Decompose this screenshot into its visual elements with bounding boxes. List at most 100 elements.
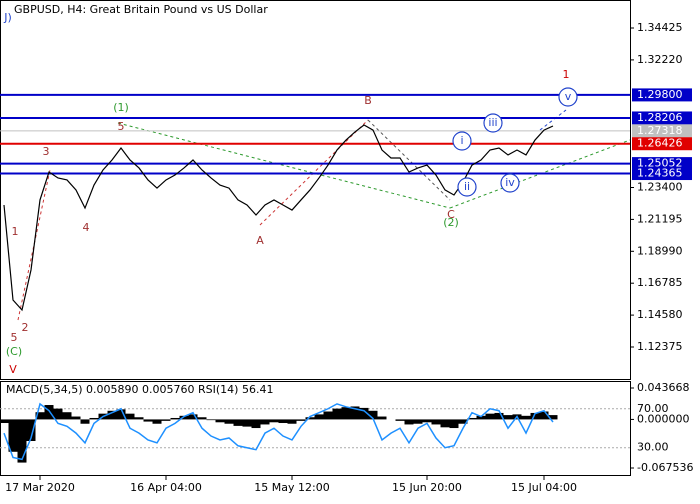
trend-line [17,169,51,321]
macd-bar [350,406,360,420]
y-tick-label: 1.21195 [637,212,683,225]
macd-bar [224,419,234,424]
macd-bar [242,419,252,427]
macd-bar [17,419,27,463]
macd-bar [449,419,459,429]
macd-bar [341,407,351,420]
macd-bar [278,419,288,424]
macd-bar [251,419,261,429]
macd-bar [161,419,171,421]
wave-circle [558,87,578,107]
macd-bar [323,411,333,420]
macd-bar [233,419,243,426]
chart-title: GBPUSD, H4: Great Britain Pound vs US Do… [14,3,268,16]
wave-label: (2) [443,216,459,229]
macd-bar [305,417,315,420]
x-tick-label: 16 Apr 04:00 [130,481,202,494]
macd-bar [539,411,549,420]
indicator-frame [0,381,631,476]
wave-label: v [565,90,572,103]
macd-bar [206,419,216,421]
wave-label: J) [3,11,12,24]
macd-bar [26,419,36,441]
macd-bar [485,413,495,420]
wave-label: 1 [563,68,570,81]
rsi-tick-label: 70.00 [637,402,669,415]
y-tick-label: 1.34425 [637,21,683,34]
macd-bar [107,410,117,420]
macd-bar [332,408,342,420]
level-label: 1.29800 [637,88,683,101]
macd-bar [152,419,162,424]
macd-bar [368,410,378,420]
macd-bar [170,417,180,420]
wave-label: i [460,134,463,147]
macd-bar [143,419,153,422]
macd-bar [521,415,531,420]
x-tick-label: 15 Jul 04:00 [511,481,577,494]
wave-circle [500,173,520,193]
level-label-box [632,124,692,138]
macd-bar [440,419,450,428]
macd-tick-label: 0.043668 [637,381,690,394]
macd-bar [467,417,477,420]
wave-label: A [256,234,264,247]
macd-bar [503,415,513,420]
macd-bar [80,419,90,424]
wave-label: 3 [43,145,50,158]
macd-bar [188,414,198,420]
y-tick-label: 1.12375 [637,340,683,353]
wave-label: iv [505,176,515,189]
macd-bar [404,419,414,425]
macd-bar [422,419,432,423]
macd-bar [476,415,486,420]
level-label-box [632,88,692,102]
level-label-box [632,157,692,171]
macd-tick-label: -0.067536 [637,461,693,474]
wave-circle [483,113,503,133]
level-label: 1.24365 [637,167,683,180]
macd-bar [269,419,279,423]
level-label-box [632,111,692,125]
wave-label: (C) [6,345,22,358]
wave-label: 4 [83,221,90,234]
macd-bar [44,405,54,420]
macd-bar [260,419,270,425]
y-tick-label: 1.16785 [637,276,683,289]
wave-label: 5 [11,331,18,344]
macd-bar [134,417,144,420]
y-tick-label: 1.23400 [637,180,683,193]
macd-bar [458,419,468,424]
level-label: 1.28206 [637,111,683,124]
level-label: 1.25052 [637,157,683,170]
wave-label: V [9,363,17,376]
macd-bar [314,414,324,420]
level-label-box [632,137,692,151]
trend-line [367,119,451,201]
macd-bar [53,408,63,420]
wave-label: C [447,208,455,221]
macd-bar [431,419,441,425]
level-label: 1.27318 [637,124,683,137]
macd-bar [377,416,387,420]
macd-bar [494,412,504,420]
macd-bar [8,419,18,452]
y-tick-label: 1.32220 [637,53,683,66]
macd-bar [296,419,306,421]
macd-bar [62,412,72,420]
main-frame [0,0,631,380]
macd-bar [71,416,81,420]
wave-circle [457,177,477,197]
rsi-tick-label: 30.00 [637,441,669,454]
y-tick-label: 1.14580 [637,308,683,321]
wave-label: (1) [113,101,129,114]
macd-bar [197,417,207,420]
macd-bar [179,415,189,420]
macd-bar [359,407,369,420]
wave-label: 1 [12,225,19,238]
wave-label: 5 [118,120,125,133]
indicator-label: MACD(5,34,5) 0.005890 0.005760 RSI(14) 5… [6,383,273,396]
macd-bar [215,419,225,423]
macd-bar [530,412,540,420]
macd-tick-label: 0.000000 [637,412,690,425]
